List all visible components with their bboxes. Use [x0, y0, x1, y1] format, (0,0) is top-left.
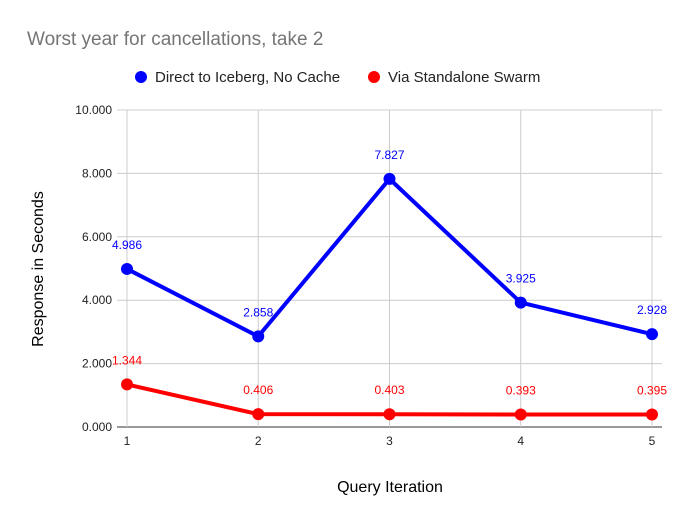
data-point — [646, 328, 658, 341]
x-tick-label: 4 — [517, 434, 524, 448]
x-axis-label: Query Iteration — [337, 479, 443, 496]
legend-label: Via Standalone Swarm — [388, 69, 540, 86]
series-group: 4.986 2.858 7.827 3.925 2.928 1.344 0.406 0.403… — [112, 148, 667, 421]
data-point — [383, 172, 396, 185]
x-tick-label: 3 — [386, 434, 393, 448]
data-label: 1.344 — [112, 353, 142, 367]
y-tick-label: 6.000 — [82, 230, 112, 244]
data-label: 2.858 — [243, 305, 273, 319]
data-label: 3.925 — [506, 272, 536, 286]
data-point — [383, 408, 396, 421]
y-tick-label: 8.000 — [82, 166, 112, 180]
x-tick-label: 1 — [124, 434, 131, 448]
data-point — [121, 378, 133, 391]
grid: 0.000 2.000 4.000 6.000 8.000 10.000 1 2 3 4 5 — [75, 103, 662, 448]
legend-marker — [135, 71, 147, 83]
y-tick-label: 0.000 — [82, 420, 112, 434]
y-tick-label: 10.000 — [75, 103, 112, 117]
data-label: 2.928 — [637, 303, 667, 317]
chart-title: Worst year for cancellations, take 2 — [27, 29, 323, 50]
data-label: 0.406 — [243, 383, 273, 397]
data-label: 0.395 — [637, 383, 667, 397]
data-label: 0.403 — [374, 383, 404, 397]
data-point — [252, 330, 265, 343]
data-point — [252, 408, 265, 421]
data-label: 4.986 — [112, 238, 142, 252]
legend-label: Direct to Iceberg, No Cache — [155, 69, 340, 86]
y-tick-label: 4.000 — [82, 293, 112, 307]
y-tick-label: 2.000 — [82, 357, 112, 371]
data-point — [514, 408, 527, 421]
x-tick-label: 2 — [255, 434, 262, 448]
data-label: 0.393 — [506, 384, 536, 398]
x-tick-label: 5 — [649, 434, 656, 448]
legend-marker — [368, 71, 380, 83]
data-point — [646, 408, 658, 421]
y-axis-label: Response in Seconds — [30, 191, 47, 347]
data-label: 7.827 — [374, 148, 404, 162]
data-point — [121, 262, 133, 275]
legend: Direct to Iceberg, No Cache Via Standalon… — [135, 69, 540, 86]
data-point — [514, 296, 527, 309]
